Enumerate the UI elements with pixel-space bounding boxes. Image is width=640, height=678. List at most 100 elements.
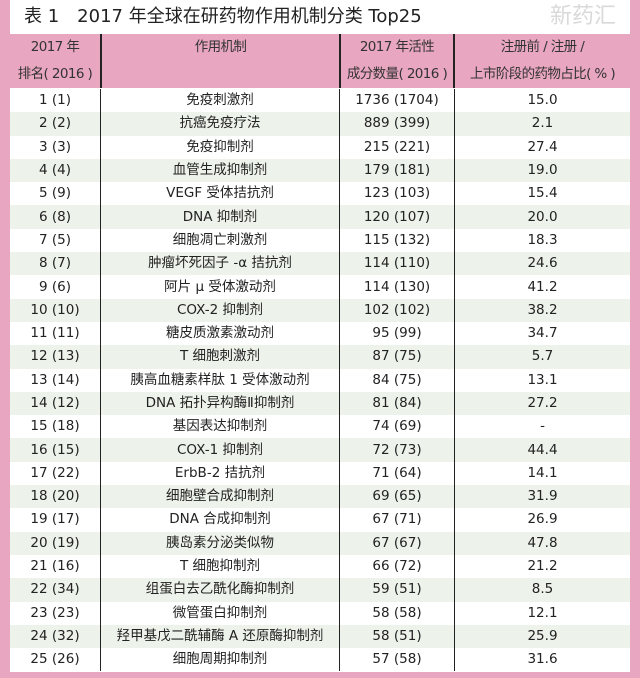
count-cell: 87 (75) (339, 345, 455, 369)
count-cell: 114 (110) (339, 252, 455, 276)
mechanism-cell: 抗癌免疫疗法 (100, 112, 340, 136)
table-row: 7 (5) 细胞凋亡刺激剂 115 (132) 18.3 (10, 228, 630, 253)
table-row: 11 (11) 糖皮质激素激动剂 95 (99) 34.7 (10, 321, 630, 346)
mechanism-cell: 细胞壁合成抑制剂 (100, 485, 340, 509)
rank-cell: 19 (17) (30, 511, 80, 528)
count-cell: 58 (58) (339, 601, 455, 625)
table-row: 8 (7) 肿瘤坏死因子 -α 拮抗剂 114 (110) 24.6 (10, 252, 630, 276)
mechanism-cell: 胰高血糖素样肽 1 受体激动剂 (100, 368, 340, 392)
count-cell: 66 (72) (339, 554, 455, 579)
rank-cell: 2 (2) (10, 112, 101, 136)
header-share-line2: 上市阶段的药物占比( % ) (469, 66, 616, 82)
rank-cell: 6 (8) (10, 205, 101, 229)
table-row: 14 (12) DNA 拓扑异构酶Ⅱ抑制剂 81 (84) 27.2 (10, 391, 630, 416)
share-cell: 19.0 (454, 158, 630, 183)
table-row: 1 (1) 免疫刺激剂 1736 (1704) 15.0 (10, 89, 630, 113)
table-row: 10 (10) COX-2 抑制剂 102 (102) 38.2 (10, 298, 630, 322)
mechanism-cell: 胰岛素分泌类似物 (100, 531, 340, 555)
table-row: 17 (22) ErbB-2 拮抗剂 71 (64) 14.1 (10, 461, 630, 486)
share-cell: 41.2 (454, 275, 630, 299)
header-rank-line2: 排名( 2016 ) (17, 66, 93, 82)
rank-cell: 23 (23) (30, 604, 80, 621)
rank-cell: 7 (5) (38, 231, 71, 248)
table-row: 23 (23) 微管蛋白抑制剂 58 (58) 12.1 (10, 601, 630, 625)
mechanism-cell: VEGF 受体拮抗剂 (100, 182, 340, 206)
column-divider (453, 34, 455, 88)
mechanism-cell: COX-1 抑制剂 (100, 438, 340, 462)
count-cell: 57 (58) (339, 648, 455, 672)
mechanism-cell: 免疫抑制剂 (100, 135, 340, 159)
count-cell: 59 (51) (339, 578, 455, 602)
table-title: 表 1 2017 年全球在研药物作用机制分类 Top25 (24, 6, 422, 27)
count-cell: 120 (107) (339, 205, 455, 229)
count-cell: 69 (65) (339, 485, 455, 509)
mechanism-cell: 细胞周期抑制剂 (100, 648, 340, 672)
rank-cell: 17 (22) (30, 464, 80, 481)
column-divider (100, 34, 102, 88)
header-rank: 2017 年 排名( 2016 ) (10, 34, 100, 88)
table-row: 22 (34) 组蛋白去乙酰化酶抑制剂 59 (51) 8.5 (10, 578, 630, 602)
table-row: 5 (9) VEGF 受体拮抗剂 123 (103) 15.4 (10, 182, 630, 206)
share-cell: 13.1 (454, 368, 630, 392)
share-cell: 26.9 (454, 508, 630, 532)
share-cell: 27.4 (454, 135, 630, 159)
rank-cell: 11 (11) (30, 325, 80, 342)
table-row: 13 (14) 胰高血糖素样肽 1 受体激动剂 84 (75) 13.1 (10, 368, 630, 392)
mechanism-cell: DNA 拓扑异构酶Ⅱ抑制剂 (100, 391, 340, 416)
share-cell: 8.5 (454, 578, 630, 602)
share-cell: 34.7 (454, 321, 630, 346)
count-cell: 102 (102) (339, 298, 455, 322)
header-share: 注册前 / 注册 / 上市阶段的药物占比( % ) (455, 34, 630, 88)
share-cell: 31.6 (454, 648, 630, 672)
count-cell: 58 (51) (339, 624, 455, 649)
table-header: 2017 年 排名( 2016 ) 作用机制 2017 年活性 成分数量( 20… (10, 34, 630, 88)
column-divider (339, 34, 341, 88)
count-cell: 67 (71) (339, 508, 455, 532)
count-cell: 889 (399) (339, 112, 455, 136)
data-table: 1 (1) 免疫刺激剂 1736 (1704) 15.0 2 (2) 抗癌免疫疗法 889 … (10, 89, 630, 672)
share-cell: 15.4 (454, 182, 630, 206)
table-row: 12 (13) T 细胞刺激剂 87 (75) 5.7 (10, 345, 630, 369)
mechanism-cell: 微管蛋白抑制剂 (100, 601, 340, 625)
table-row: 24 (32) 羟甲基戊二酰辅酶 A 还原酶抑制剂 58 (51) 25.9 (10, 624, 630, 649)
share-cell: 5.7 (454, 345, 630, 369)
rank-cell: 12 (13) (10, 345, 101, 369)
rank-cell: 15 (18) (30, 418, 80, 435)
count-cell: 114 (130) (339, 275, 455, 299)
mechanism-cell: DNA 合成抑制剂 (100, 508, 340, 532)
share-cell: 12.1 (454, 601, 630, 625)
mechanism-cell: 基因表达抑制剂 (100, 415, 340, 439)
share-cell: 27.2 (454, 391, 630, 416)
share-cell: 21.2 (454, 554, 630, 579)
count-cell: 71 (64) (339, 461, 455, 486)
rank-cell: 10 (10) (10, 298, 101, 322)
mechanism-cell: 糖皮质激素激动剂 (100, 321, 340, 346)
table-row: 21 (16) T 细胞抑制剂 66 (72) 21.2 (10, 554, 630, 579)
header-mechanism-line1: 作用机制 (194, 39, 247, 55)
table-row: 4 (4) 血管生成抑制剂 179 (181) 19.0 (10, 158, 630, 183)
share-cell: 31.9 (454, 485, 630, 509)
rank-cell: 25 (26) (30, 651, 80, 668)
mechanism-cell: 阿片 μ 受体激动剂 (100, 275, 340, 299)
share-cell: 14.1 (454, 461, 630, 486)
rank-cell: 20 (19) (10, 531, 101, 555)
header-count: 2017 年活性 成分数量( 2016 ) (341, 34, 453, 88)
watermark-logo: 新药汇 (549, 4, 616, 29)
mechanism-cell: 血管生成抑制剂 (100, 158, 340, 183)
count-cell: 74 (69) (339, 415, 455, 439)
header-count-line2: 成分数量( 2016 ) (346, 66, 448, 82)
table-row: 15 (18) 基因表达抑制剂 74 (69) - (10, 415, 630, 439)
share-cell: 18.3 (454, 228, 630, 253)
table-row: 18 (20) 细胞壁合成抑制剂 69 (65) 31.9 (10, 485, 630, 509)
table-row: 16 (15) COX-1 抑制剂 72 (73) 44.4 (10, 438, 630, 462)
mechanism-cell: 羟甲基戊二酰辅酶 A 还原酶抑制剂 (100, 624, 340, 649)
share-cell: 2.1 (454, 112, 630, 136)
rank-cell: 3 (3) (38, 138, 71, 155)
mechanism-cell: DNA 抑制剂 (100, 205, 340, 229)
table-row: 19 (17) DNA 合成抑制剂 67 (71) 26.9 (10, 508, 630, 532)
share-cell: 38.2 (454, 298, 630, 322)
table-sheet: 表 1 2017 年全球在研药物作用机制分类 Top25 新药汇 2017 年 … (10, 0, 630, 672)
count-cell: 123 (103) (339, 182, 455, 206)
table-row: 9 (6) 阿片 μ 受体激动剂 114 (130) 41.2 (10, 275, 630, 299)
count-cell: 72 (73) (339, 438, 455, 462)
